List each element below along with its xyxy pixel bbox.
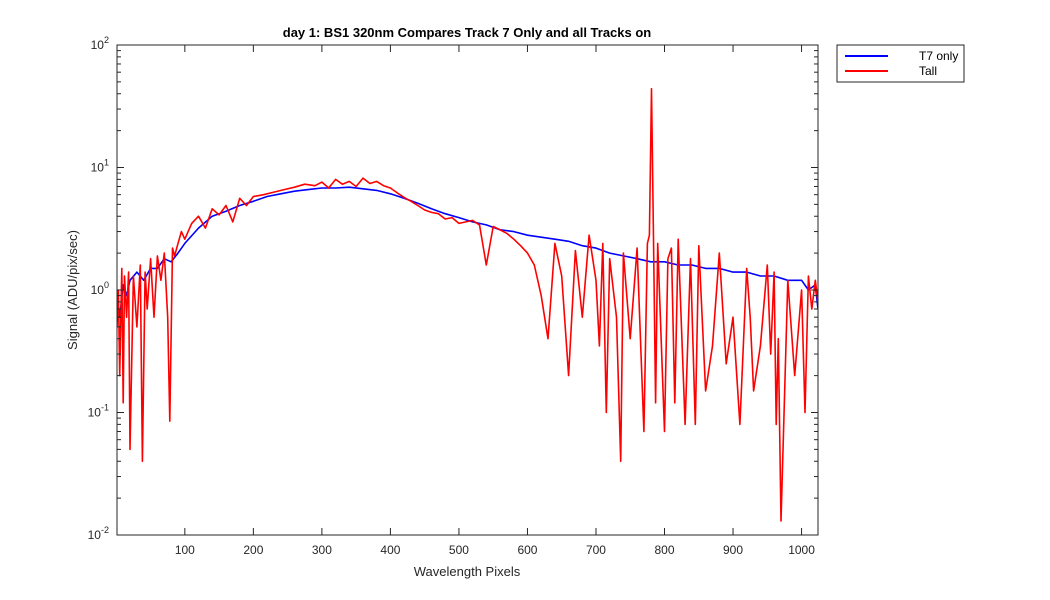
legend-box <box>836 44 965 83</box>
x-tick-label: 900 <box>723 543 743 557</box>
y-tick-label: 101 <box>91 158 109 175</box>
x-tick-label: 800 <box>654 543 674 557</box>
series-line-tall <box>117 87 818 522</box>
series-layer <box>117 87 818 522</box>
y-tick-label: 102 <box>91 35 109 52</box>
legend: T7 only Tall <box>836 44 965 83</box>
chart-title: day 1: BS1 320nm Compares Track 7 Only a… <box>283 25 652 40</box>
x-tick-label: 500 <box>449 543 469 557</box>
y-axis-ticks: 10-2 10-1 100 101 102 <box>88 35 818 542</box>
series-line-t7-only <box>117 186 818 319</box>
x-tick-label: 300 <box>312 543 332 557</box>
y-tick-label: 10-2 <box>88 525 109 542</box>
x-tick-label: 200 <box>243 543 263 557</box>
x-axis-ticks: 100 200 300 400 500 600 700 800 900 1000 <box>175 45 815 557</box>
y-tick-label: 100 <box>91 280 109 297</box>
x-tick-label: 1000 <box>788 543 815 557</box>
x-tick-label: 600 <box>517 543 537 557</box>
x-tick-label: 100 <box>175 543 195 557</box>
y-axis-label: Signal (ADU/pix/sec) <box>65 230 80 350</box>
x-axis-label: Wavelength Pixels <box>414 564 521 579</box>
y-tick-label: 10-1 <box>88 403 109 420</box>
legend-label-tall: Tall <box>919 64 937 78</box>
legend-label-t7-only: T7 only <box>919 49 958 63</box>
plot-area <box>117 45 818 535</box>
x-tick-label: 400 <box>380 543 400 557</box>
x-tick-label: 700 <box>586 543 606 557</box>
